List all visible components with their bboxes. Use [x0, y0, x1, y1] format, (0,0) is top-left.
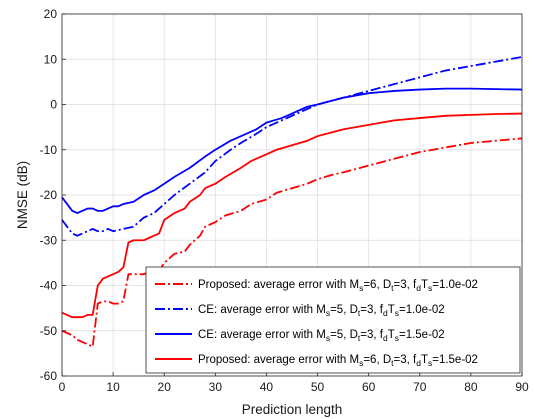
y-tick-label: -60	[40, 369, 58, 383]
legend-label: CE: average error with Ms=5, Dt=3, fdTs=…	[198, 329, 445, 343]
y-tick-label: -10	[40, 143, 58, 157]
series-line-3	[61, 87, 523, 214]
x-axis-ticks: 0 10 20 30 40 50 60 70 80 90	[59, 372, 529, 394]
y-tick-label: -20	[40, 188, 58, 202]
y-tick-label: -40	[40, 279, 58, 293]
legend-label: CE: average error with Ms=5, Dt=3, fdTs=…	[198, 304, 445, 318]
y-tick-label: -30	[40, 233, 58, 247]
legend-entry: CE: average error with Ms=5, Dt=3, fdTs=…	[155, 304, 445, 318]
x-tick-label: 40	[260, 380, 274, 394]
x-tick-label: 60	[362, 380, 376, 394]
y-tick-label: -50	[40, 324, 58, 338]
legend-entry: CE: average error with Ms=5, Dt=3, fdTs=…	[155, 329, 445, 343]
x-tick-label: 70	[413, 380, 427, 394]
series-layer	[61, 56, 523, 348]
series-line-2	[61, 56, 523, 237]
legend: Proposed: average error with Ms=6, Dt=3,…	[145, 266, 521, 374]
x-tick-label: 20	[158, 380, 172, 394]
x-tick-label: 30	[209, 380, 223, 394]
x-tick-label: 0	[59, 380, 66, 394]
x-tick-label: 10	[106, 380, 120, 394]
y-axis-ticks: -60 -50 -40 -30 -20 -10 0 10 20	[40, 7, 66, 383]
x-axis-label: Prediction length	[242, 402, 343, 417]
legend-box	[145, 266, 521, 374]
x-tick-label: 80	[464, 380, 478, 394]
legend-label: Proposed: average error with Ms=6, Dt=3,…	[198, 354, 478, 368]
legend-entry: Proposed: average error with Ms=6, Dt=3,…	[155, 354, 478, 368]
y-tick-label: 20	[44, 7, 58, 21]
y-tick-label: 10	[44, 52, 58, 66]
x-tick-label: 50	[311, 380, 325, 394]
y-axis-label: NMSE (dB)	[15, 161, 30, 229]
y-tick-label: 0	[50, 98, 57, 112]
series-line-4	[61, 112, 523, 319]
x-tick-label: 90	[515, 380, 529, 394]
series-line-1	[61, 137, 523, 348]
legend-entry: Proposed: average error with Ms=6, Dt=3,…	[155, 279, 478, 293]
legend-label: Proposed: average error with Ms=6, Dt=3,…	[198, 279, 478, 293]
